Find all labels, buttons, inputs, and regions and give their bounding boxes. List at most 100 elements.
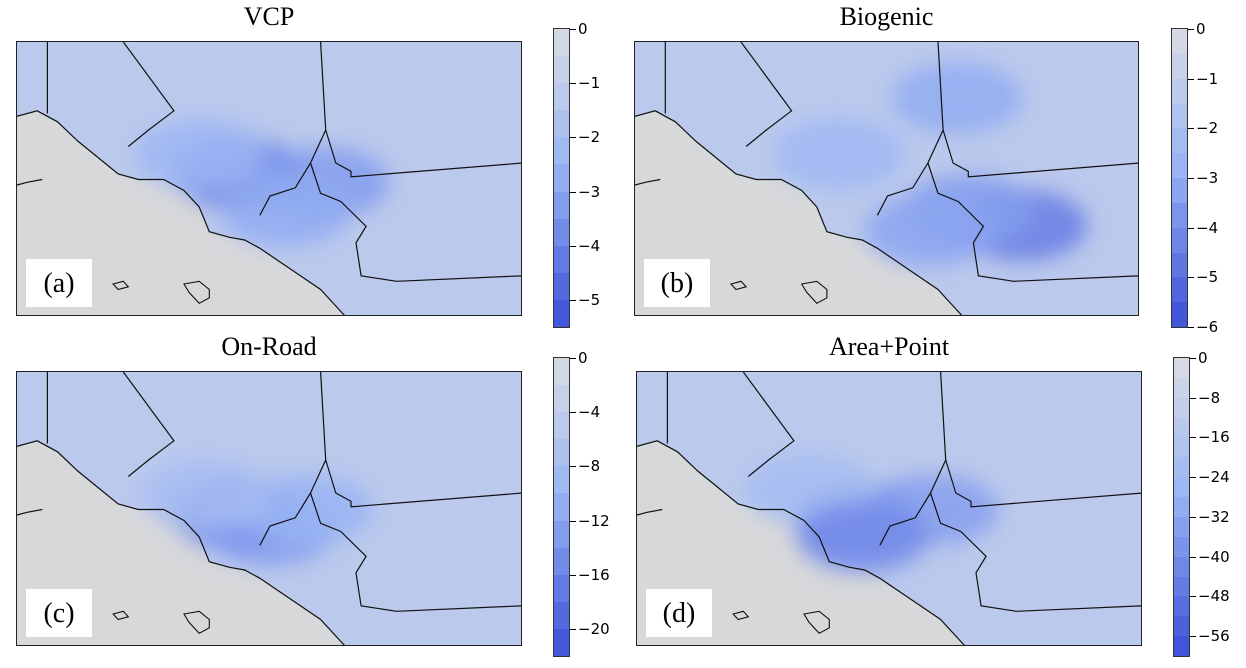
county-boundary: [879, 492, 932, 546]
county-boundary: [325, 459, 521, 508]
colorbar-level: [554, 191, 569, 220]
colorbar-level: [554, 272, 569, 301]
colorbar: [1171, 28, 1188, 328]
county-boundary: [927, 42, 944, 164]
colorbar-level: [554, 574, 569, 603]
colorbar-level: [1172, 153, 1187, 179]
panel-label: (c): [26, 589, 92, 637]
panel-title: VCP: [243, 2, 295, 31]
colorbar-level: [1174, 636, 1189, 657]
county-boundary: [259, 492, 312, 546]
colorbar-level: [1174, 457, 1189, 478]
coastline-west: [635, 178, 661, 186]
colorbar-level: [1174, 616, 1189, 637]
coastline: [17, 440, 345, 645]
colorbar-level: [1172, 277, 1187, 303]
colorbar-level: [554, 358, 569, 386]
colorbar-level: [1172, 53, 1187, 80]
colorbar-tick-label: −4: [578, 403, 601, 422]
colorbar-tick-label: −8: [578, 457, 601, 476]
coastline: [17, 110, 345, 315]
colorbar-tick: [1190, 516, 1196, 518]
colorbar-tick-label: −24: [1198, 468, 1230, 487]
island-outline: [803, 610, 830, 634]
colorbar-tick: [570, 574, 576, 576]
county-boundary: [122, 42, 175, 147]
colorbar-tick: [570, 412, 576, 414]
map-canvas: [637, 372, 1141, 645]
colorbar-tick: [570, 137, 576, 139]
colorbar-level: [554, 299, 569, 328]
panel-label: (b): [644, 259, 710, 307]
coastline-west: [17, 178, 43, 186]
colorbar-tick-label: 0: [578, 349, 588, 367]
hotspot-mark: [797, 501, 929, 573]
panel-label: (a): [26, 259, 92, 307]
colorbar-tick-label: 0: [1198, 349, 1208, 367]
county-boundary: [740, 42, 793, 147]
colorbar-level: [554, 628, 569, 657]
colorbar-level: [1172, 29, 1187, 55]
hotspot-mark: [241, 473, 374, 546]
map-plot: [16, 371, 522, 646]
colorbar-level: [1172, 202, 1187, 229]
colorbar-level: [554, 56, 569, 84]
colorbar-level: [554, 137, 569, 165]
map-plot: [16, 41, 522, 316]
field-layer: [743, 453, 999, 573]
county-boundary: [927, 162, 1138, 282]
colorbar-tick: [1188, 277, 1194, 279]
colorbar-tick: [1188, 178, 1194, 179]
colorbar-level: [1172, 78, 1187, 104]
colorbar-tick-label: −3: [1196, 169, 1219, 187]
land-field: [635, 42, 1138, 315]
colorbar-tick-label: −4: [578, 236, 601, 255]
island-outline: [183, 280, 210, 304]
colorbar-level: [1172, 252, 1187, 278]
hotspot-mark: [864, 194, 997, 267]
colorbar-tick-label: −8: [1198, 388, 1221, 407]
colorbar-tick-label: −32: [1198, 507, 1230, 526]
colorbar-tick: [1190, 556, 1196, 558]
colorbar-tick: [1188, 29, 1194, 30]
island-outline: [112, 280, 130, 291]
colorbar-level: [554, 601, 569, 630]
field-layer: [139, 458, 374, 566]
colorbar-tick-label: −16: [578, 565, 610, 584]
island-outline: [729, 280, 748, 291]
colorbar-level: [1174, 437, 1189, 458]
colorbar-tick-label: −2: [1196, 119, 1219, 138]
colorbar-level: [554, 466, 569, 494]
colorbar-tick-label: −12: [578, 511, 610, 530]
colorbar-level: [554, 164, 569, 193]
colorbar-tick-label: −6: [1196, 318, 1219, 336]
colorbar-tick: [1190, 397, 1196, 399]
colorbar: [553, 28, 570, 328]
island-outline: [183, 610, 210, 634]
island-outline: [112, 610, 130, 621]
colorbar-tick: [1190, 596, 1196, 598]
colorbar-level: [554, 83, 569, 111]
colorbar-level: [1174, 377, 1189, 399]
colorbar-level: [554, 520, 569, 549]
colorbar-tick-label: −16: [1198, 428, 1230, 447]
colorbar-tick: [1190, 358, 1196, 359]
colorbar-level: [1172, 128, 1187, 154]
hotspot-mark: [891, 62, 1023, 134]
colorbar-level: [554, 29, 569, 57]
island-outline: [800, 280, 828, 304]
colorbar-level: [1174, 397, 1189, 419]
colorbar-level: [1172, 302, 1187, 328]
colorbar-level: [554, 547, 569, 576]
colorbar-tick-label: −1: [578, 74, 601, 93]
island-outline: [732, 610, 750, 621]
county-boundary: [259, 162, 312, 216]
county-boundary: [929, 492, 1141, 612]
colorbar-tick-label: −56: [1198, 627, 1230, 646]
map-plot: [634, 41, 1139, 316]
map-canvas: [635, 42, 1138, 315]
colorbar: [1173, 357, 1190, 657]
colorbar-tick: [570, 245, 576, 247]
colorbar-level: [1174, 497, 1189, 518]
colorbar: [553, 357, 570, 657]
